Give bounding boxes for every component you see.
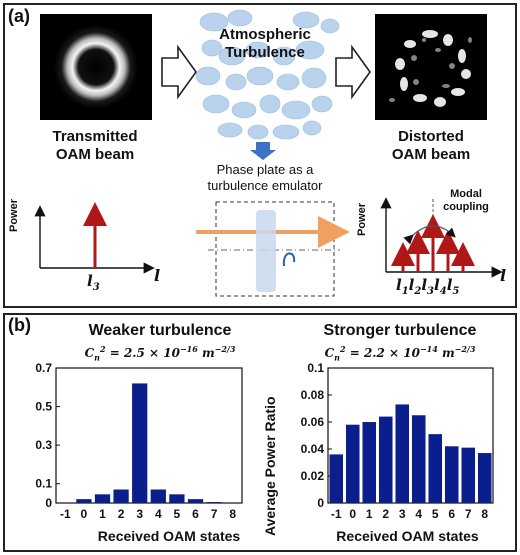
chart-1-frame (327, 367, 494, 504)
chart-1-bar (411, 415, 426, 503)
weaker-cn: Cn2 = 2.5 × 10−16 m−2/3 (84, 344, 236, 363)
hollow-arrow-right (335, 44, 371, 100)
mode-l1: l1 (396, 276, 409, 297)
chart-1-xtick-label: 4 (415, 507, 422, 521)
chart-0-bar (113, 489, 129, 503)
chart-0-xtick-label: 5 (174, 507, 181, 521)
left-power-plot (34, 202, 155, 274)
chart-1-bar (395, 404, 410, 503)
panel-b (3, 313, 517, 552)
chart-0-bar (132, 383, 148, 503)
mode-labels: l1l2l3l4l5 (396, 276, 459, 297)
turbulence-label: Atmospheric Turbulence (219, 26, 311, 61)
chart-1-ytick-label: 0.04 (301, 442, 325, 456)
chart-0-ytick-label: 0.5 (35, 400, 52, 414)
chart-1-bar (477, 453, 492, 503)
chart-1-xtick-label: 3 (399, 507, 406, 521)
chart-1-bar (345, 424, 360, 503)
chart-1-ytick-label: 0.1 (307, 361, 324, 375)
right-l-axis-label: l (500, 266, 507, 285)
panel-b-label: (b) (8, 315, 31, 335)
down-arrow-icon (250, 142, 276, 160)
chart-1-xtick-label: 1 (366, 507, 373, 521)
chart-0-xtick-label: 3 (136, 507, 143, 521)
mode-l5: l5 (446, 276, 460, 297)
chart-0-xtick-label: 0 (81, 507, 88, 521)
chart-0-ytick-label: 0.3 (35, 438, 52, 452)
chart-1-bar (444, 446, 459, 503)
hollow-arrow-left (161, 44, 197, 100)
modal-coupling-label: Modal coupling (443, 188, 489, 213)
mode-l3: l3 (421, 276, 435, 297)
chart-0-bar (187, 499, 204, 503)
chart-1-bar (461, 447, 476, 503)
right-power-plot (380, 197, 503, 278)
stronger-title: Stronger turbulence (323, 322, 477, 339)
mode-l2: l2 (408, 276, 422, 297)
chart-0-xtick-label: 6 (192, 507, 199, 521)
chart-1-xtick-label: 0 (349, 507, 356, 521)
chart-0-xtick-label: -1 (60, 507, 71, 521)
chart-0-bar (206, 502, 222, 503)
chart-0-bar (76, 499, 92, 503)
chart-0-xtick-label: 8 (229, 507, 236, 521)
mode-l4: l4 (434, 276, 447, 297)
chart-1-bar (428, 434, 443, 503)
weaker-title: Weaker turbulence (88, 322, 232, 339)
chart-1-bar (329, 454, 344, 503)
right-xlabel: Received OAM states (336, 528, 479, 544)
chart-0-ytick-label: 0 (45, 496, 52, 510)
chart-1-xtick-label: 2 (382, 507, 389, 521)
distorted-beam-image (375, 14, 487, 120)
chart-0-xtick-label: 1 (99, 507, 106, 521)
stronger-cn: Cn2 = 2.2 × 10−14 m−2/3 (324, 344, 476, 363)
panel-a (3, 3, 517, 308)
chart-1-bar (362, 422, 377, 503)
left-l-axis-label: l (154, 266, 161, 285)
phase-plate-label: Phase plate as a turbulence emulator (207, 162, 323, 193)
chart-0-ytick-label: 0.1 (35, 477, 52, 491)
transmitted-beam-image (40, 14, 152, 120)
chart-1-ytick-label: 0.06 (301, 415, 325, 429)
chart-1-ytick-label: 0 (317, 496, 324, 510)
chart-1-xtick-label: 5 (432, 507, 439, 521)
transmitted-label: Transmitted OAM beam (52, 128, 138, 163)
chart-0-bar (94, 494, 111, 503)
chart-1-ytick-label: 0.08 (301, 388, 325, 402)
chart-1-xtick-label: 6 (448, 507, 455, 521)
chart-1-xtick-label: -1 (331, 507, 342, 521)
panel-a-label: (a) (8, 6, 30, 26)
chart-1-bar (378, 416, 393, 503)
turbulence-cloud (195, 9, 340, 140)
phase-plate-setup (196, 201, 350, 297)
chart-1-xtick-label: 7 (465, 507, 472, 521)
chart-1-xtick-label: 8 (481, 507, 488, 521)
chart-0-bar (169, 494, 185, 503)
left-xlabel: Received OAM states (97, 528, 241, 544)
l3-label: l3 (87, 272, 100, 293)
chart-0-xtick-label: 4 (155, 507, 162, 521)
chart-0-bar (150, 489, 166, 503)
chart-0-xtick-label: 7 (211, 507, 218, 521)
distorted-label: Distorted OAM beam (391, 128, 471, 163)
chart-0-xtick-label: 2 (118, 507, 125, 521)
chart-0-ytick-label: 0.7 (35, 361, 52, 375)
chart-1-ytick-label: 0.02 (301, 469, 325, 483)
chart-0-frame (55, 367, 243, 504)
